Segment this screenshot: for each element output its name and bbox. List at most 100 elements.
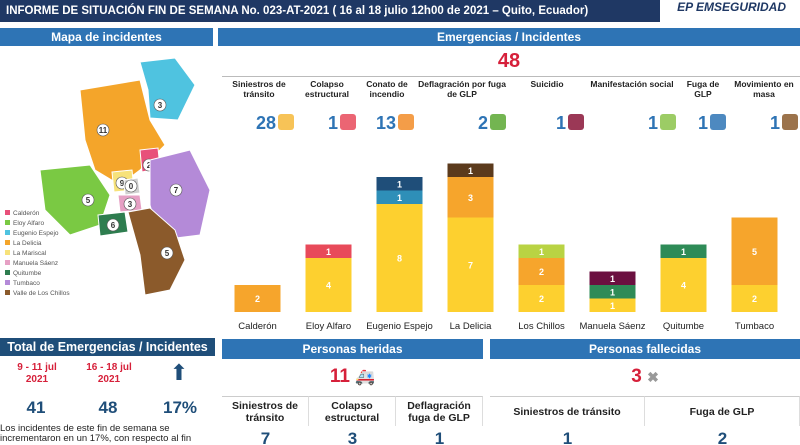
bar-value-label: 1 <box>610 274 615 284</box>
map-region <box>149 149 211 241</box>
incident-icon <box>568 114 584 130</box>
incident-type-label: Manifestación social <box>590 79 674 89</box>
bar-segment <box>234 285 281 312</box>
bar-value-label: 1 <box>681 247 686 257</box>
map-marker <box>160 246 174 260</box>
summary-value: 41 <box>26 398 46 417</box>
map-marker <box>106 218 120 232</box>
legend-swatch <box>5 240 10 245</box>
bar-segment <box>518 285 565 312</box>
legend-swatch <box>5 280 10 285</box>
legend-label: Calderón <box>13 210 40 217</box>
legend-label: Manuela Sáenz <box>13 260 58 267</box>
emergencies-title: Emergencias / Incidentes <box>218 28 800 46</box>
map-region-label: 5 <box>86 196 91 205</box>
incident-count: 2 <box>477 113 488 133</box>
bar-segment <box>731 285 778 312</box>
bar-value-label: 3 <box>468 193 473 203</box>
map-title: Mapa de incidentes <box>0 28 213 46</box>
deaths-total: 3 ✖ <box>631 366 659 387</box>
map-region-label: 0 <box>129 182 134 191</box>
casualty-count: 3 <box>347 429 358 445</box>
incident-icon <box>278 114 294 130</box>
incident-count: 1 <box>647 113 658 133</box>
bar-segment <box>447 217 494 312</box>
incident-type-label: Fuga de GLP <box>686 79 720 99</box>
bar-segment <box>376 190 423 204</box>
bar-segment <box>305 244 352 258</box>
incident-type-label: Suicidio <box>530 79 564 89</box>
bar-value-label: 1 <box>610 301 615 311</box>
incident-count: 28 <box>255 113 276 133</box>
legend-label: La Mariscal <box>13 250 47 257</box>
bar-value-label: 4 <box>681 281 686 291</box>
map-marker <box>96 123 110 137</box>
bar-segment <box>589 298 636 312</box>
incident-type-label: Siniestros de tránsito <box>232 79 286 99</box>
incident-count: 1 <box>327 113 338 133</box>
bar-segment <box>376 204 423 312</box>
incident-type-label: Deflagración por fuga de GLP <box>418 79 506 99</box>
casualty-label: Siniestros de tránsito <box>222 396 309 426</box>
map-marker <box>81 193 95 207</box>
x-tick-label: Tumbaco <box>735 321 774 332</box>
map-marker <box>124 179 138 193</box>
map-marker <box>123 197 137 211</box>
x-tick-label: La Delicia <box>450 321 492 332</box>
injured-title: Personas heridas <box>222 339 483 359</box>
bar-value-label: 7 <box>468 260 473 270</box>
legend-swatch <box>5 210 10 215</box>
map-region-label: 9 <box>120 179 125 188</box>
bar-segment <box>447 177 494 218</box>
legend-label: Valle de Los Chillos <box>13 290 70 297</box>
bar-value-label: 1 <box>468 166 473 176</box>
report-title: INFORME DE SITUACIÓN FIN DE SEMANA No. 0… <box>0 0 660 22</box>
x-tick-label: Calderón <box>238 321 277 332</box>
incident-icon <box>710 114 726 130</box>
trend-arrow: ⬆ <box>169 360 189 385</box>
bar-segment <box>447 163 494 177</box>
casualty-label: Colapso estructural <box>309 396 396 426</box>
legend-swatch <box>5 270 10 275</box>
x-tick-label: Los Chillos <box>518 321 565 332</box>
period-label: 9 - 11 jul 2021 <box>17 362 57 385</box>
map-marker <box>169 183 183 197</box>
legend-label: La Delicia <box>13 240 42 247</box>
legend-label: Eloy Alfaro <box>13 220 44 227</box>
incident-count: 1 <box>697 113 708 133</box>
bar-segment <box>305 258 352 312</box>
incident-type-label: Conato de incendio <box>366 79 408 99</box>
bar-value-label: 8 <box>397 254 402 264</box>
bar-segment <box>376 177 423 191</box>
injured-total-value: 11 <box>329 366 350 387</box>
legend-label: Eugenio Espejo <box>13 230 59 237</box>
incident-count: 13 <box>375 113 396 133</box>
incident-icon <box>340 114 356 130</box>
logo: EP EMSEGURIDAD <box>677 0 786 14</box>
bar-value-label: 5 <box>752 247 757 257</box>
bar-value-label: 2 <box>752 294 757 304</box>
deaths-title: Personas fallecidas <box>490 339 800 359</box>
casualty-label: Fuga de GLP <box>645 396 800 426</box>
bar-value-label: 1 <box>610 287 615 297</box>
x-tick-label: Eloy Alfaro <box>306 321 351 332</box>
period-label: 16 - 18 jul 2021 <box>86 362 132 385</box>
casualty-label: Deflagración fuga de GLP <box>396 396 483 426</box>
casualty-count: 7 <box>260 429 271 445</box>
map-region-label: 11 <box>99 126 108 135</box>
legend-label: Quitumbe <box>13 270 42 277</box>
bar-segment <box>589 271 636 285</box>
bar-segment <box>518 244 565 258</box>
map-region <box>127 207 186 296</box>
summary-value: 17% <box>162 398 198 417</box>
incident-icon <box>398 114 414 130</box>
legend-swatch <box>5 220 10 225</box>
casualty-label: Siniestros de tránsito <box>490 396 645 426</box>
bar-segment <box>731 217 778 285</box>
bar-value-label: 2 <box>539 294 544 304</box>
casualty-count: 1 <box>562 429 573 445</box>
injured-total: 11 🚑 <box>329 366 376 387</box>
incident-count: 1 <box>769 113 780 133</box>
